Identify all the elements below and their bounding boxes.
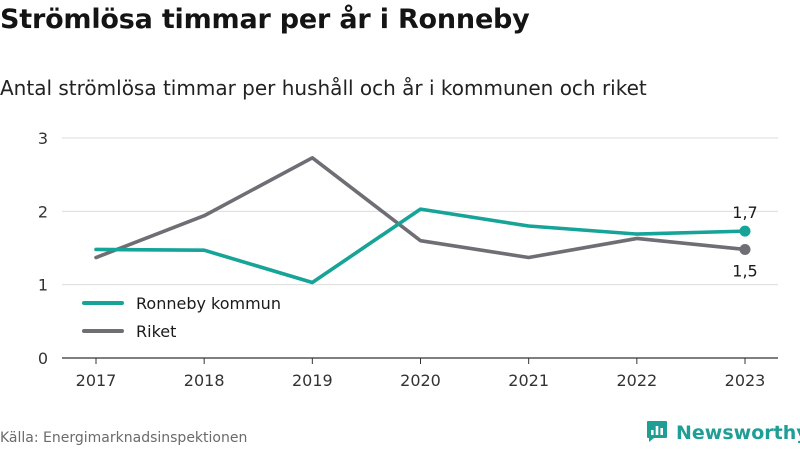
series-lines [94, 156, 751, 285]
x-tick-label: 2021 [508, 371, 549, 390]
end-point-riket [739, 243, 751, 255]
y-tick-label: 1 [38, 276, 48, 295]
legend-swatch-ronneby [82, 301, 124, 305]
newsworthy-logo[interactable]: Newsworthy [645, 420, 800, 446]
x-tick-label: 2023 [725, 371, 766, 390]
legend: Ronneby kommun Riket [82, 289, 281, 345]
legend-label-ronneby: Ronneby kommun [136, 293, 281, 313]
legend-swatch-riket [82, 329, 124, 333]
end-label-riket: 1,5 [732, 261, 757, 280]
newsworthy-logo-text: Newsworthy [676, 422, 800, 444]
end-point-ronneby [739, 225, 751, 237]
x-tick-label: 2022 [616, 371, 657, 390]
source-note: Källa: Energimarknadsinspektionen [0, 430, 248, 446]
series-line-ronneby [94, 207, 747, 285]
x-tick-label: 2019 [292, 371, 333, 390]
series-line-riket [94, 156, 747, 260]
chart-title: Strömlösa timmar per år i Ronneby [0, 4, 530, 35]
x-tick-label: 2018 [184, 371, 225, 390]
x-axis-ticks: 2017 2018 2019 2020 2021 2022 2023 [76, 358, 766, 390]
y-tick-label: 0 [38, 349, 48, 368]
x-tick-label: 2020 [400, 371, 441, 390]
x-tick-label: 2017 [76, 371, 117, 390]
newsworthy-logo-icon [645, 419, 669, 447]
end-label-ronneby: 1,7 [732, 203, 757, 222]
legend-item-ronneby: Ronneby kommun [82, 289, 281, 317]
y-tick-label: 2 [38, 202, 48, 221]
y-axis-ticks: 0 1 2 3 [38, 129, 48, 368]
legend-label-riket: Riket [136, 321, 177, 341]
legend-item-riket: Riket [82, 317, 281, 345]
y-tick-label: 3 [38, 129, 48, 148]
chart-subtitle: Antal strömlösa timmar per hushåll och å… [0, 76, 647, 100]
end-labels: 1,7 1,5 [732, 203, 757, 280]
